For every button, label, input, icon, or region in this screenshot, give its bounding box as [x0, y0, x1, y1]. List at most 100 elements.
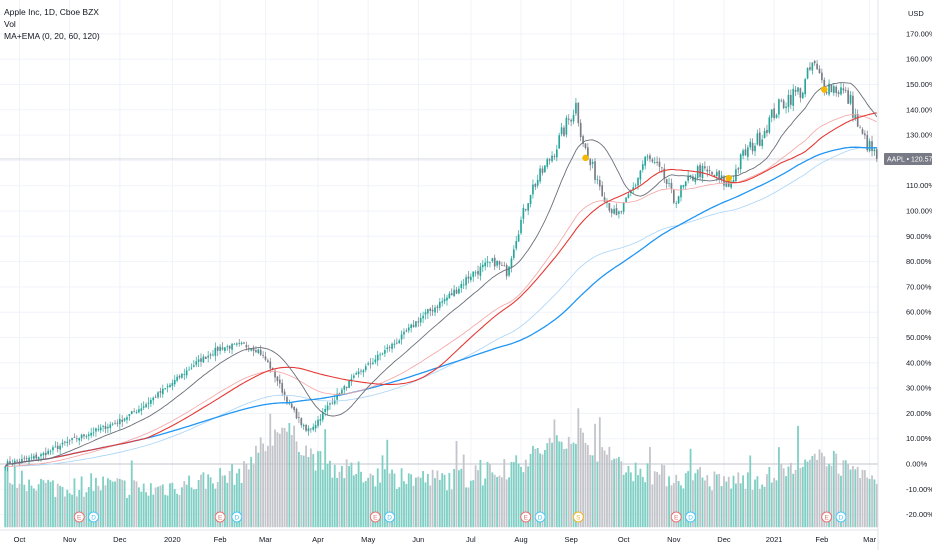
volume-bar	[283, 427, 286, 528]
candle-body	[708, 170, 711, 172]
volume-bar	[508, 477, 510, 528]
volume-bars	[4, 408, 878, 528]
candle-body	[314, 424, 317, 429]
candle-body	[534, 184, 537, 187]
candle-body	[228, 345, 231, 349]
volume-bar	[835, 453, 838, 528]
volume-bar	[326, 463, 329, 528]
candle-body	[747, 147, 749, 157]
volume-bar	[875, 483, 878, 528]
candle-body	[775, 114, 778, 118]
volume-bar	[768, 466, 771, 528]
volume-bar	[293, 425, 296, 528]
event-marker-label: D	[387, 514, 392, 521]
candle-body	[238, 343, 241, 344]
candle-body	[412, 324, 415, 327]
volume-bar	[474, 465, 477, 528]
volume-bar	[415, 477, 417, 528]
volume-bar	[543, 450, 546, 528]
volume-bar	[720, 486, 723, 528]
candle-body	[601, 185, 604, 197]
y-tick-label: -10.00%	[906, 485, 932, 494]
candle-body	[424, 312, 427, 315]
candle-body	[128, 414, 131, 416]
volume-legend[interactable]: Vol	[4, 19, 16, 29]
candle-body	[193, 365, 195, 367]
candle-body	[278, 379, 281, 384]
volume-bar	[176, 493, 179, 528]
candle-body	[104, 426, 107, 429]
volume-bar	[610, 460, 613, 528]
volume-bar	[522, 472, 525, 528]
x-tick-label: Feb	[214, 535, 227, 544]
candle-body	[548, 159, 551, 161]
volume-bar	[6, 465, 9, 528]
volume-bar	[469, 480, 472, 528]
event-marker-earnings	[73, 511, 85, 523]
candle-body	[837, 92, 840, 95]
price-scale[interactable]: -20.00% -10.00% 0.00% 10.00% 20.00% 30.00% 40.…	[878, 0, 932, 550]
volume-bar	[608, 446, 611, 528]
volume-bar	[183, 481, 186, 528]
volume-bar	[357, 461, 360, 528]
candle-body	[107, 426, 109, 429]
candle-body	[699, 164, 701, 178]
candle-body	[532, 184, 534, 195]
candle-body	[567, 118, 570, 120]
volume-bar	[4, 468, 7, 528]
volume-bar	[706, 475, 709, 528]
ma-20-line	[4, 82, 878, 467]
volume-bar	[446, 490, 448, 528]
candle-body	[42, 453, 45, 456]
symbol-title[interactable]: Apple Inc, 1D, Cboe BZX	[4, 7, 99, 17]
volume-bar	[625, 472, 627, 528]
volume-bar	[298, 451, 300, 528]
candle-body	[450, 293, 453, 296]
candle-body	[276, 376, 279, 382]
candle-body	[761, 139, 764, 146]
candle-body	[544, 165, 546, 173]
event-marker-label: E	[524, 514, 529, 521]
candle-body	[298, 416, 300, 418]
candle-body	[477, 270, 479, 275]
volume-bar	[859, 478, 861, 528]
volume-bar	[18, 483, 21, 528]
y-tick-label: 50.00%	[906, 333, 932, 342]
volume-bar	[386, 439, 389, 528]
volume-bar	[25, 491, 28, 528]
last-price-label: AAPL • 120.57%	[887, 156, 932, 163]
volume-bar	[286, 431, 288, 528]
candle-body	[197, 359, 200, 362]
volume-bar	[219, 468, 222, 528]
candle-body	[419, 318, 422, 323]
candle-body	[785, 106, 787, 109]
candle-body	[596, 179, 599, 181]
volume-bar	[23, 484, 26, 528]
volume-bar	[761, 484, 764, 528]
volume-bar	[560, 441, 563, 528]
candle-body	[438, 302, 441, 308]
volume-bar	[558, 441, 561, 528]
candle-body	[102, 425, 104, 427]
candle-body	[799, 88, 802, 98]
volume-bar	[823, 456, 826, 528]
volume-bar	[606, 454, 608, 528]
volume-bar	[548, 437, 551, 528]
x-tick-label: Feb	[815, 535, 828, 544]
volume-bar	[47, 479, 50, 528]
y-tick-label: 70.00%	[906, 282, 932, 291]
candle-body	[369, 363, 372, 365]
candle-body	[680, 185, 682, 198]
volume-bar	[300, 455, 303, 528]
volume-bar	[338, 471, 341, 528]
volume-bar	[837, 473, 840, 528]
volume-bar	[703, 480, 706, 528]
volume-bar	[37, 484, 40, 528]
x-tick-label: Mar	[863, 535, 876, 544]
x-tick-label: Jul	[466, 535, 476, 544]
indicator-legend[interactable]: MA+EMA (0, 20, 60, 120)	[4, 31, 100, 41]
volume-bar	[80, 476, 83, 528]
